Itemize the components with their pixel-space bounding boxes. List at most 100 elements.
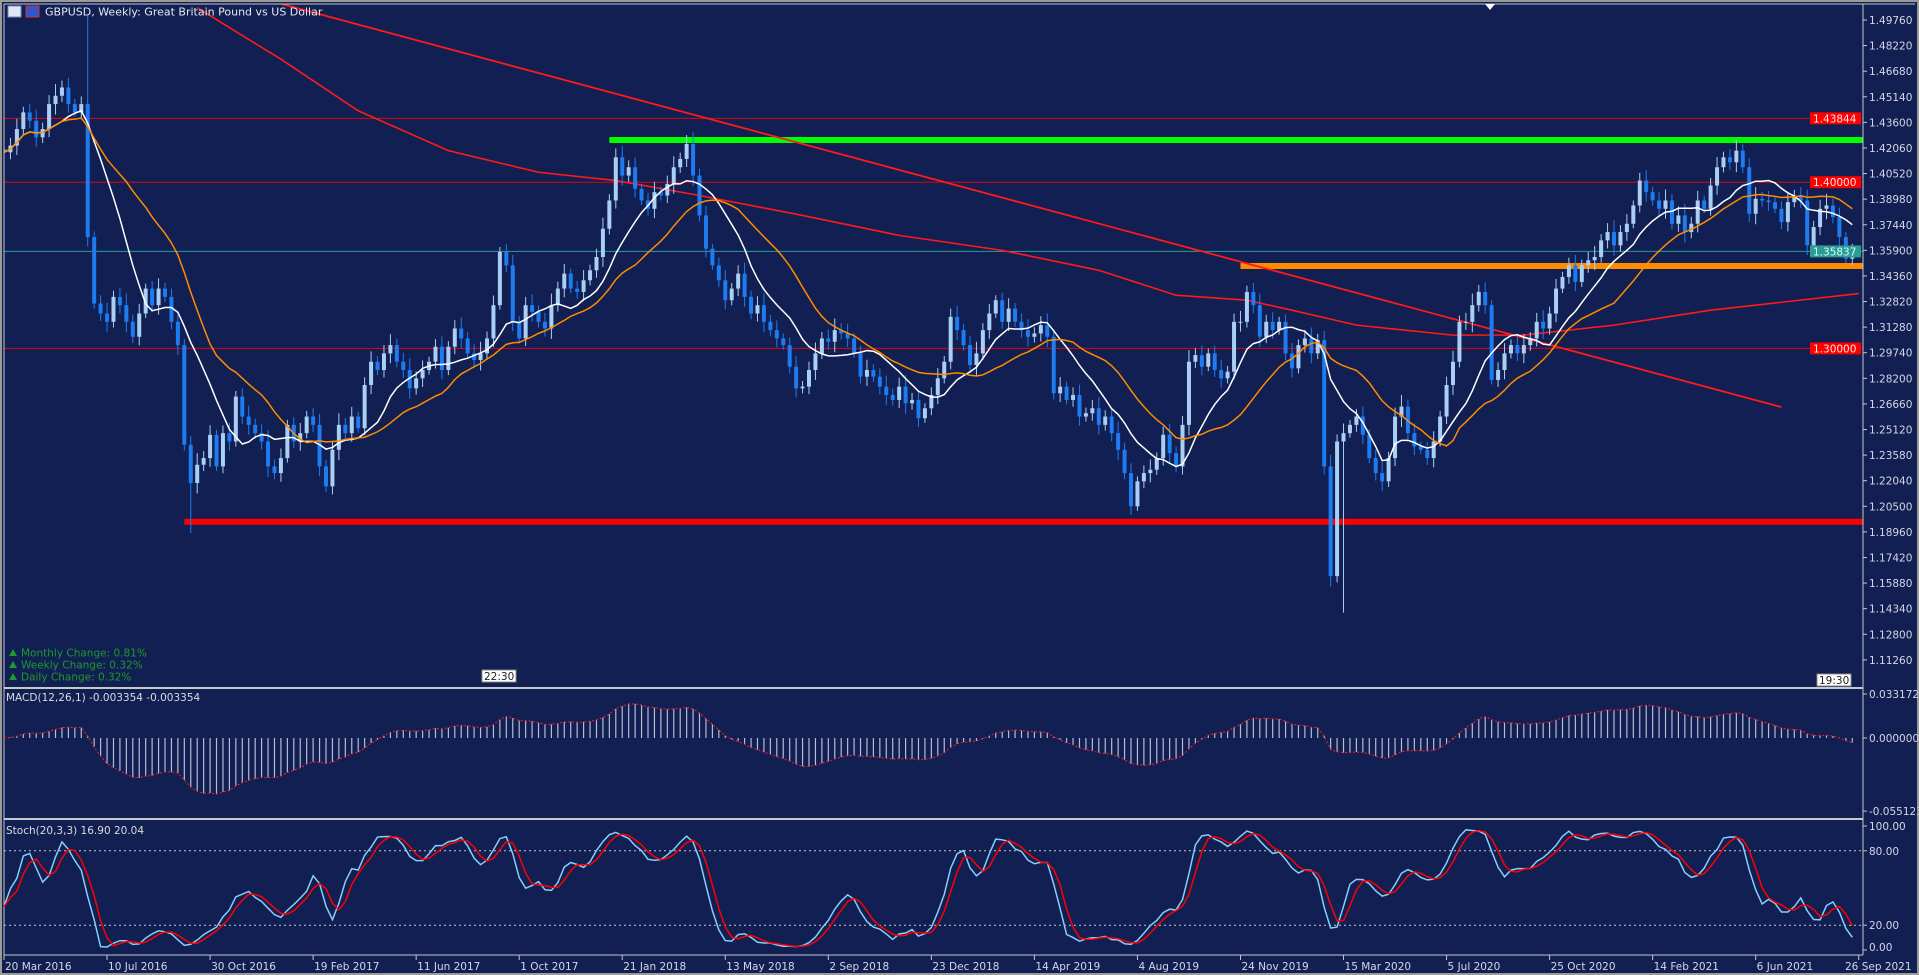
candle (381, 345, 386, 378)
candle-body (40, 129, 45, 138)
candle-body (794, 366, 799, 389)
candle-body (137, 313, 142, 337)
price-level-label: 1.43844 (1813, 113, 1857, 125)
candle-body (150, 288, 155, 306)
candle-body (285, 424, 290, 459)
candle (1315, 333, 1320, 360)
candle-body (414, 378, 419, 389)
candle-body (974, 353, 979, 366)
candle-body (266, 441, 271, 467)
candle-body (1418, 446, 1423, 450)
candle (47, 95, 52, 138)
candle-body (1058, 386, 1063, 394)
candle-body (214, 434, 219, 467)
candle-body (716, 265, 721, 281)
candle-body (311, 416, 316, 425)
candle (362, 377, 367, 436)
candle-body (491, 305, 496, 339)
candle (220, 425, 225, 474)
candle (1740, 144, 1745, 173)
candle-body (27, 112, 32, 121)
candle (497, 247, 502, 310)
candle-body (1386, 458, 1391, 482)
candle (1129, 463, 1133, 515)
candle-body (1090, 408, 1095, 414)
candle (536, 305, 541, 328)
candle (1174, 446, 1179, 473)
candle (510, 255, 515, 332)
candle-body (369, 361, 374, 385)
time-marker-box[interactable] (1816, 673, 1852, 687)
candle-body (549, 305, 554, 329)
candle-body (66, 87, 71, 105)
candle-body (1019, 321, 1024, 331)
candle-body (163, 288, 167, 297)
candle-body (774, 330, 779, 339)
price-axis-label: 1.26660 (1869, 399, 1912, 411)
candle (1766, 190, 1771, 211)
candle-body (504, 252, 509, 266)
info-line: Weekly Change: 0.32% (21, 660, 143, 672)
price-level-badge (1810, 245, 1861, 258)
macd-axis-label: 0.000000 (1869, 733, 1919, 745)
candle-body (736, 273, 741, 289)
chart-shift-marker[interactable] (1485, 4, 1495, 10)
price-axis-label: 1.17420 (1869, 552, 1912, 564)
candle-body (201, 458, 206, 465)
candle-body (1747, 167, 1752, 214)
time-marker-box[interactable] (481, 669, 517, 683)
candle-body (1212, 353, 1217, 371)
candle-body (1657, 200, 1662, 209)
candle-body (98, 303, 103, 314)
candle-body (1586, 260, 1591, 266)
candle-body (961, 330, 966, 346)
stoch-main-line (3, 829, 1853, 948)
candle (1347, 419, 1352, 438)
candle-body (1811, 227, 1816, 246)
candle (1483, 282, 1488, 314)
candle (1412, 423, 1417, 456)
candle-body (1528, 338, 1533, 346)
candle (324, 460, 328, 493)
candle-body (1135, 481, 1140, 507)
macd-label: MACD(12,26,1) -0.003354 -0.003354 (6, 692, 201, 704)
candle (1721, 151, 1726, 173)
candle (1051, 329, 1056, 400)
candle-body (1599, 240, 1604, 258)
date-axis-label: 10 Jul 2016 (108, 961, 168, 973)
candle-body (1412, 433, 1417, 447)
candle-body (594, 257, 599, 271)
candle (14, 118, 19, 155)
candle (755, 296, 760, 322)
macd-signal-line (3, 703, 1853, 795)
candle (1824, 193, 1829, 220)
candle (555, 281, 560, 312)
candle (1554, 278, 1559, 323)
candle-body (1631, 205, 1636, 224)
candle (1257, 293, 1262, 348)
candle (1090, 399, 1095, 421)
candle-body (1779, 208, 1784, 223)
price-axis-label: 1.22040 (1869, 476, 1912, 488)
candle (1386, 451, 1391, 488)
candle (633, 157, 638, 198)
candle-body (819, 338, 824, 354)
candle-body (349, 416, 354, 434)
candle (491, 295, 496, 348)
candle-body (684, 143, 689, 159)
stochastic-panel (3, 829, 1863, 948)
candle-body (272, 466, 277, 474)
candle-body (1483, 291, 1488, 306)
candle (600, 217, 605, 267)
candle (1682, 203, 1687, 243)
candle (729, 282, 734, 306)
price-axis-label: 1.18960 (1869, 527, 1912, 539)
candle-body (465, 338, 470, 354)
candle (1006, 298, 1011, 332)
candle-body (1669, 200, 1674, 224)
candle (349, 406, 354, 442)
candle (736, 265, 741, 297)
candle (1805, 189, 1810, 256)
